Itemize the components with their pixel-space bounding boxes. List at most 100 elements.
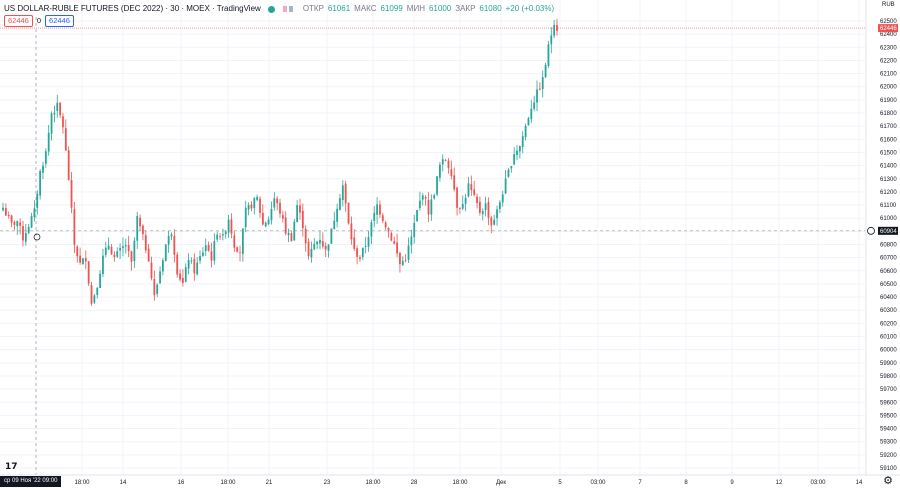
- candle-body: [130, 251, 133, 262]
- gear-icon[interactable]: ⚙: [883, 475, 893, 487]
- candle-body: [162, 260, 164, 272]
- price-tick-label: 61300: [880, 177, 897, 183]
- candle-body: [456, 187, 458, 208]
- candle-body: [264, 222, 267, 227]
- price-tick-label: 61100: [880, 203, 897, 209]
- currency-label[interactable]: RUB: [882, 2, 895, 8]
- candle-body: [147, 248, 150, 262]
- price-axis: 62500 62400 62300 62200 62100 62000 61900 61800…: [880, 19, 897, 472]
- candle-body: [316, 241, 319, 245]
- price-tick-label: 61500: [880, 150, 897, 156]
- candle-body: [19, 222, 22, 226]
- candle-body: [533, 102, 536, 109]
- time-tick-label: 18:00: [220, 480, 236, 486]
- candle-body: [416, 210, 418, 222]
- last-price-label: 62446: [880, 26, 897, 32]
- candle-body: [164, 244, 167, 261]
- candle-body: [384, 222, 387, 228]
- candle-body: [379, 204, 381, 215]
- candle-body: [310, 248, 313, 258]
- price-tick-label: 59100: [880, 466, 897, 472]
- candle-body: [430, 199, 433, 215]
- candle-body: [381, 215, 384, 221]
- candle-body: [510, 166, 513, 169]
- close-value: 61080: [479, 4, 502, 13]
- candle-body: [7, 215, 10, 217]
- candle-body: [516, 150, 518, 155]
- candle-body: [344, 183, 347, 204]
- tradingview-logo-icon[interactable]: 𝟭𝟳: [5, 461, 18, 471]
- high-label: МАКС: [354, 4, 377, 13]
- candle-body: [304, 228, 307, 244]
- price-tick-label: 60500: [880, 282, 897, 288]
- time-tick-label: 7: [638, 480, 642, 486]
- candle-body: [393, 241, 396, 244]
- candle-body: [241, 228, 244, 254]
- candle-body: [2, 207, 4, 211]
- candle-body: [473, 189, 476, 195]
- candle-body: [319, 239, 321, 244]
- price-tick-label: 61600: [880, 137, 897, 143]
- candle-body: [221, 234, 224, 236]
- time-tick-label: 5: [558, 480, 562, 486]
- candle-body: [273, 198, 276, 208]
- sell-button[interactable]: 62446: [4, 15, 33, 27]
- candle-body: [541, 77, 544, 90]
- candle-body: [467, 183, 470, 197]
- candle-body: [407, 245, 410, 260]
- candle-body: [182, 277, 184, 283]
- symbol-title[interactable]: US DOLLAR-RUBLE FUTURES (DEC 2022) · 30 …: [4, 4, 261, 13]
- candle-body: [498, 202, 501, 209]
- candle-body: [424, 196, 427, 199]
- time-tick-label: 03:00: [810, 480, 826, 486]
- time-tick-label: 8: [684, 480, 688, 486]
- time-tick-label: 16: [178, 480, 185, 486]
- candle-body: [513, 154, 516, 165]
- candle-body: [247, 205, 250, 210]
- candle-body: [527, 118, 530, 126]
- time-tick-label: 18:00: [452, 480, 468, 486]
- time-tick-label: 21: [266, 480, 273, 486]
- candle-body: [179, 273, 181, 280]
- price-tick-label: 61400: [880, 164, 897, 170]
- price-tick-label: 61000: [880, 216, 897, 222]
- candle-body: [133, 240, 136, 262]
- candle-body: [347, 202, 350, 224]
- candle-body: [324, 245, 327, 250]
- candle-body: [284, 217, 287, 234]
- candle-body: [373, 212, 376, 221]
- candle-body: [236, 247, 239, 252]
- candle-body: [481, 211, 484, 215]
- candle-body: [159, 271, 161, 284]
- candle-body: [390, 233, 393, 241]
- candle-body: [53, 112, 56, 115]
- candle-body: [127, 244, 130, 252]
- candle-body: [110, 246, 113, 255]
- crosshair-price-label: 60904: [880, 229, 897, 235]
- candle-body: [210, 251, 213, 261]
- candle-body: [353, 237, 356, 249]
- buy-button[interactable]: 62446: [45, 15, 74, 27]
- candle-body: [504, 178, 507, 194]
- time-tick-label: 14: [120, 480, 127, 486]
- candle-body: [367, 236, 370, 247]
- candle-body: [301, 210, 304, 229]
- price-tick-label: 60100: [880, 335, 897, 341]
- price-tick-label: 62100: [880, 72, 897, 78]
- candle-body: [70, 180, 73, 208]
- time-axis: 18:00 14 16 18:00 21 23 18:00 28 18:00 Дек 5 03:00 7…: [74, 480, 863, 486]
- candle-body: [507, 169, 510, 177]
- candle-body: [327, 244, 330, 251]
- candle-body: [90, 285, 93, 304]
- price-tick-label: 59800: [880, 374, 897, 380]
- candle-body: [461, 203, 464, 209]
- candle-body: [350, 223, 353, 240]
- candle-body: [96, 287, 99, 295]
- open-label: ОТКР: [302, 4, 324, 13]
- candle-body: [113, 254, 116, 257]
- candle-body: [173, 235, 176, 255]
- candle-body: [50, 113, 53, 134]
- candle-body: [296, 205, 299, 223]
- price-tick-label: 61200: [880, 190, 897, 196]
